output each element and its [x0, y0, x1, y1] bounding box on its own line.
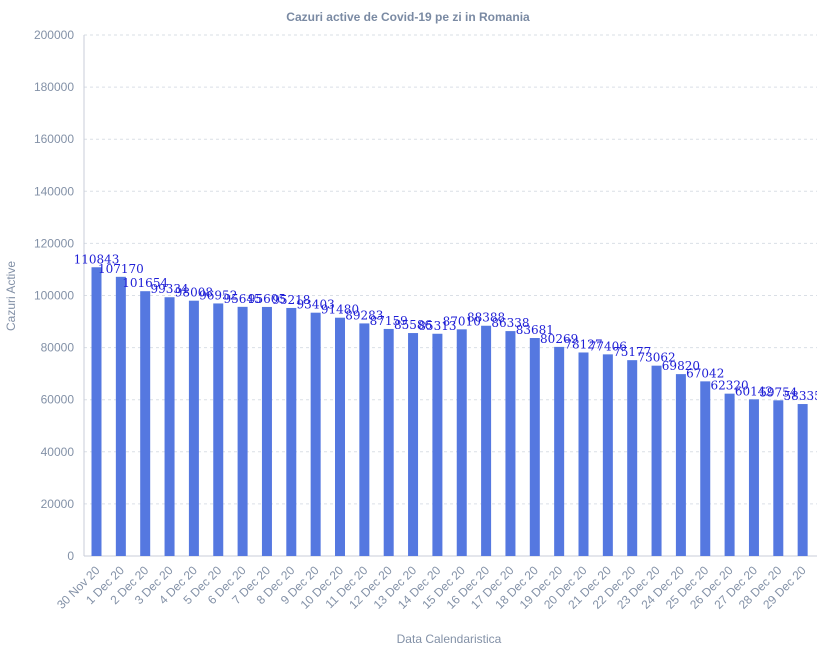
bar — [310, 312, 321, 556]
bar — [359, 323, 370, 556]
y-tick-label: 0 — [67, 549, 74, 563]
bar — [115, 276, 126, 556]
bar — [383, 328, 394, 556]
data-labels: 1108431071701016549933498008969529564595… — [74, 252, 817, 403]
data-label: 60142 — [735, 384, 773, 398]
bars — [91, 267, 808, 556]
data-label: 96952 — [199, 288, 237, 302]
y-tick-label: 160000 — [34, 132, 74, 146]
data-label: 99334 — [150, 282, 189, 296]
y-tick-label: 20000 — [41, 497, 75, 511]
bar — [602, 354, 613, 556]
bar — [188, 300, 199, 556]
y-tick-label: 100000 — [34, 289, 74, 303]
bar — [578, 352, 589, 556]
bar — [554, 346, 565, 556]
data-label: 73062 — [637, 351, 675, 365]
data-label: 80269 — [540, 332, 578, 346]
bar — [529, 338, 540, 556]
y-tick-label: 80000 — [41, 341, 75, 355]
data-label: 75177 — [613, 345, 651, 359]
data-label: 93403 — [297, 298, 335, 312]
data-label: 95605 — [248, 292, 286, 306]
x-axis-ticks: 30 Nov 201 Dec 202 Dec 203 Dec 204 Dec 2… — [54, 563, 809, 612]
y-tick-label: 140000 — [34, 184, 74, 198]
data-label: 58335 — [784, 389, 817, 403]
data-label: 101654 — [122, 276, 168, 290]
bar — [261, 306, 272, 556]
data-label: 62320 — [711, 379, 749, 393]
data-label: 110843 — [74, 252, 120, 266]
data-label: 87159 — [370, 314, 408, 328]
data-label: 77406 — [589, 339, 627, 353]
y-tick-label: 200000 — [34, 28, 74, 42]
y-tick-label: 40000 — [41, 445, 75, 459]
bar — [456, 329, 467, 556]
bar — [213, 303, 224, 556]
bar — [627, 360, 638, 556]
data-label: 85586 — [394, 318, 432, 332]
gridlines — [84, 34, 817, 505]
data-label: 85313 — [418, 319, 456, 333]
y-tick-label: 180000 — [34, 80, 74, 94]
data-label: 98008 — [175, 286, 213, 300]
data-label: 89283 — [345, 308, 383, 322]
bar — [140, 291, 151, 556]
bar — [748, 399, 759, 556]
chart-title: Cazuri active de Covid-19 pe zi in Roman… — [286, 10, 530, 24]
bar — [237, 306, 248, 556]
bar — [700, 381, 711, 556]
bar — [724, 393, 735, 556]
bar — [432, 333, 443, 556]
bar — [481, 325, 492, 556]
bar — [164, 297, 175, 556]
data-label: 95645 — [224, 292, 262, 306]
bar — [335, 317, 345, 556]
bar — [797, 404, 808, 556]
data-label: 78127 — [564, 337, 602, 351]
data-label: 83681 — [516, 323, 554, 337]
data-label: 91480 — [321, 303, 359, 317]
bar — [505, 331, 516, 556]
data-label: 59754 — [759, 385, 798, 399]
bar — [773, 400, 784, 556]
bar — [651, 365, 662, 556]
bar — [675, 374, 686, 556]
y-axis-title: Cazuri Active — [4, 261, 18, 331]
data-label: 95218 — [272, 293, 310, 307]
data-label: 67042 — [686, 366, 724, 380]
bar — [408, 333, 419, 556]
data-label: 87010 — [443, 314, 481, 328]
data-label: 69820 — [662, 359, 700, 373]
bar — [91, 267, 102, 556]
y-tick-label: 60000 — [41, 393, 75, 407]
x-axis-title: Data Calendaristica — [397, 632, 502, 646]
data-label: 88388 — [467, 311, 505, 325]
bar — [286, 307, 297, 556]
data-label: 107170 — [98, 262, 144, 276]
y-axis-ticks: 0 20000 40000 60000 80000 100000 120000 140000 1… — [34, 28, 74, 563]
data-label: 86338 — [491, 316, 529, 330]
y-tick-label: 120000 — [34, 236, 74, 250]
